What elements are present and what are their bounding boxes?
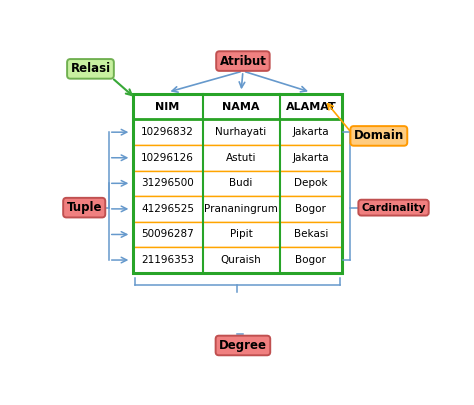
Bar bbox=[133, 196, 342, 222]
Text: Jakarta: Jakarta bbox=[292, 153, 329, 163]
Bar bbox=[133, 94, 342, 273]
Text: Prananingrum: Prananingrum bbox=[204, 204, 278, 214]
Text: 41296525: 41296525 bbox=[141, 204, 194, 214]
Text: Jakarta: Jakarta bbox=[292, 127, 329, 137]
Text: Budi: Budi bbox=[229, 178, 253, 188]
Text: 21196353: 21196353 bbox=[141, 255, 194, 265]
Text: Nurhayati: Nurhayati bbox=[216, 127, 267, 137]
Bar bbox=[133, 145, 342, 171]
Text: NIM: NIM bbox=[155, 102, 180, 112]
Text: 31296500: 31296500 bbox=[141, 178, 194, 188]
Text: Depok: Depok bbox=[294, 178, 328, 188]
Text: ALAMAT: ALAMAT bbox=[285, 102, 336, 112]
Text: 50096287: 50096287 bbox=[141, 230, 194, 239]
Text: Relasi: Relasi bbox=[71, 62, 110, 75]
Text: Pipit: Pipit bbox=[230, 230, 253, 239]
Bar bbox=[133, 247, 342, 273]
Text: Atribut: Atribut bbox=[219, 55, 266, 68]
Bar bbox=[133, 171, 342, 196]
Text: 10296126: 10296126 bbox=[141, 153, 194, 163]
Text: Bekasi: Bekasi bbox=[294, 230, 328, 239]
Text: Quraish: Quraish bbox=[221, 255, 262, 265]
Text: Degree: Degree bbox=[219, 339, 267, 352]
Text: Domain: Domain bbox=[354, 130, 404, 143]
Bar bbox=[133, 222, 342, 247]
Text: NAMA: NAMA bbox=[222, 102, 260, 112]
Bar bbox=[133, 94, 342, 273]
Text: Bogor: Bogor bbox=[295, 204, 326, 214]
Text: 10296832: 10296832 bbox=[141, 127, 194, 137]
Text: Bogor: Bogor bbox=[295, 255, 326, 265]
Text: Astuti: Astuti bbox=[226, 153, 256, 163]
Text: Cardinality: Cardinality bbox=[361, 202, 426, 213]
Text: Tuple: Tuple bbox=[66, 201, 102, 214]
Bar bbox=[133, 119, 342, 145]
